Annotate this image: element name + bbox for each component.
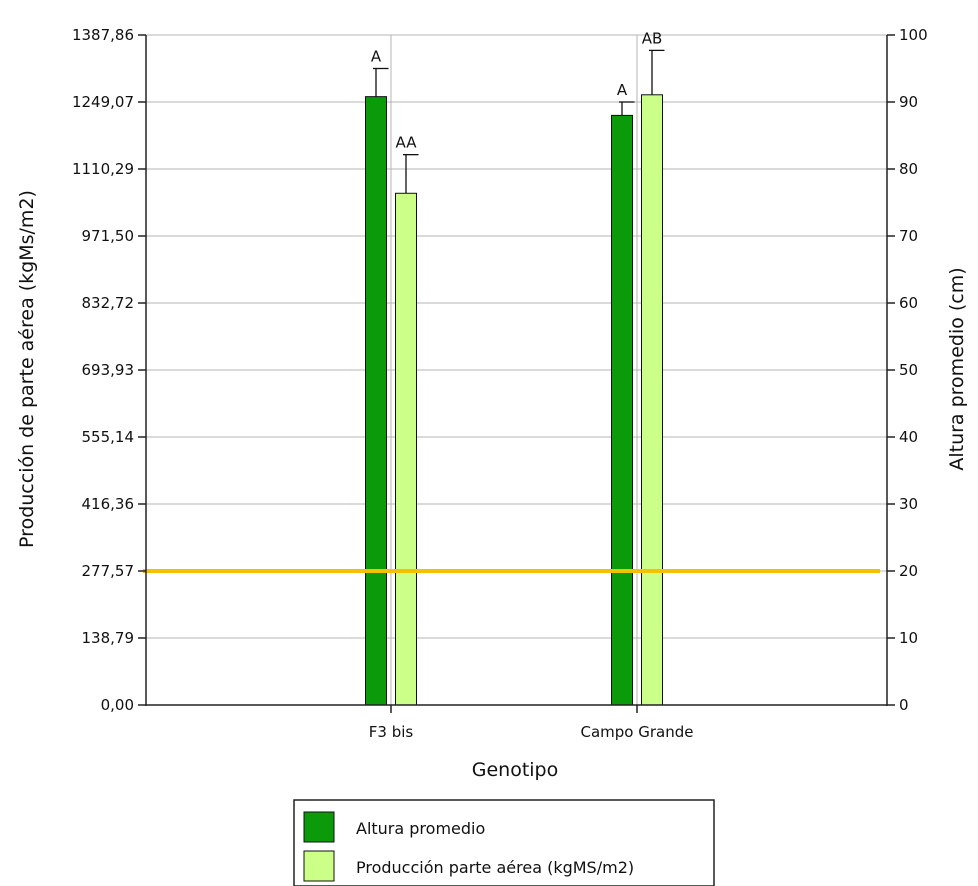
left-tick-label: 1249,07 xyxy=(72,93,134,111)
right-tick-label: 70 xyxy=(899,227,918,245)
left-tick-label: 277,57 xyxy=(82,562,135,580)
right-tick-label: 60 xyxy=(899,294,918,312)
category-labels: F3 bis Campo Grande xyxy=(369,723,694,741)
right-tick-label: 100 xyxy=(899,26,928,44)
bar-label: A xyxy=(617,81,628,99)
right-tick-label: 0 xyxy=(899,696,909,714)
right-axis-ticks: 0 10 20 30 40 50 60 70 80 90 100 xyxy=(899,26,928,714)
left-tick-label: 1387,86 xyxy=(72,26,134,44)
legend-box xyxy=(293,799,715,886)
bar xyxy=(365,96,387,706)
bar xyxy=(611,114,633,706)
category-label: Campo Grande xyxy=(581,723,694,741)
left-tick-label: 0,00 xyxy=(101,696,134,714)
right-tick-label: 10 xyxy=(899,629,918,647)
left-axis-ticks: 0,00 138,79 277,57 416,36 555,14 693,93 832,72… xyxy=(72,26,134,714)
bar-label: A xyxy=(371,48,382,66)
gridlines xyxy=(146,34,887,705)
bar xyxy=(641,94,663,706)
axes xyxy=(138,34,895,713)
category-label: F3 bis xyxy=(369,723,414,741)
left-tick-label: 971,50 xyxy=(82,227,135,245)
right-tick-label: 20 xyxy=(899,562,918,580)
legend: Altura promedio Producción parte aérea (… xyxy=(293,799,715,886)
right-axis-title: Altura promedio (cm) xyxy=(946,267,968,470)
legend-swatch-altura xyxy=(303,811,335,843)
bar-label: AA xyxy=(396,134,418,152)
right-tick-label: 30 xyxy=(899,495,918,513)
right-tick-label: 90 xyxy=(899,93,918,111)
left-tick-label: 1110,29 xyxy=(72,160,134,178)
left-tick-label: 693,93 xyxy=(82,361,135,379)
bar-label: AB xyxy=(642,29,663,47)
legend-label-altura: Altura promedio xyxy=(356,819,485,838)
right-tick-label: 80 xyxy=(899,160,918,178)
left-tick-label: 832,72 xyxy=(82,294,135,312)
left-tick-label: 138,79 xyxy=(82,629,135,647)
right-tick-label: 40 xyxy=(899,428,918,446)
left-tick-label: 555,14 xyxy=(82,428,135,446)
legend-label-produccion: Producción parte aérea (kgMS/m2) xyxy=(356,858,634,877)
x-axis-title: Genotipo xyxy=(472,759,559,781)
left-axis-title: Producción de parte aérea (kgMs/m2) xyxy=(16,190,38,548)
bar xyxy=(395,192,417,706)
left-tick-label: 416,36 xyxy=(82,495,135,513)
right-tick-label: 50 xyxy=(899,361,918,379)
legend-swatch-produccion xyxy=(303,850,335,882)
